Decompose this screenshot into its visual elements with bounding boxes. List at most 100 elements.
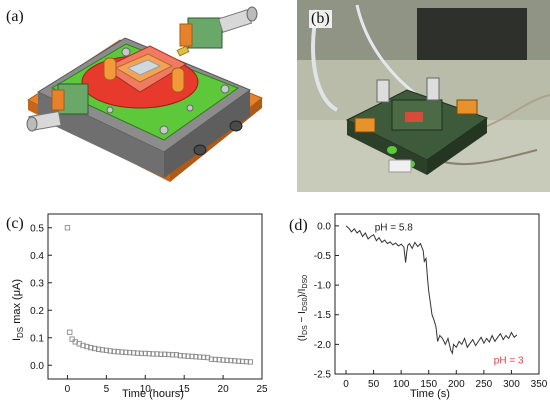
data-point <box>69 336 75 342</box>
data-point <box>95 346 102 352</box>
data-point <box>138 350 145 357</box>
x-tick-label: 20 <box>218 384 230 395</box>
x-tick-label: 350 <box>531 379 548 390</box>
data-point <box>88 344 94 351</box>
data-point <box>158 351 164 357</box>
post-right <box>171 67 185 93</box>
data-point <box>162 351 168 357</box>
data-point <box>142 350 148 357</box>
data-point <box>169 352 176 358</box>
chart-c: Time (hours) IDS max (μA) 0 5 10 15 20 25 0.0 0… <box>11 213 268 400</box>
x-tick-label: 10 <box>140 384 152 395</box>
x-tick-label: 250 <box>476 379 493 390</box>
y-tick-label: -2.0 <box>314 340 332 351</box>
x-tick-label: 5 <box>104 384 110 395</box>
data-point <box>181 353 187 359</box>
data-point <box>119 349 125 355</box>
data-point <box>220 357 226 363</box>
data-point <box>208 356 215 362</box>
data-point <box>64 225 71 231</box>
data-point <box>115 349 121 355</box>
chart-c-xlabel: Time (hours) <box>122 388 184 400</box>
panel-b-label: (b) <box>309 10 332 28</box>
data-point <box>127 349 133 356</box>
data-point <box>80 342 86 349</box>
y-tick-label: -0.5 <box>314 251 332 262</box>
data-point <box>103 347 110 354</box>
panel-a-label: (a) <box>6 8 24 25</box>
series-line <box>345 225 518 355</box>
plot-frame <box>334 213 540 375</box>
data-point <box>165 351 172 358</box>
x-tick-label: 0 <box>343 379 349 390</box>
connector-left <box>26 83 89 132</box>
chart-d-xlabel: Time (s) <box>410 388 450 400</box>
data-point <box>193 354 199 360</box>
data-point <box>200 354 207 360</box>
data-point <box>130 350 137 356</box>
chart-d: Time (s) (IDS − IDS0)/IDS0 0 50 100 150 200 2… <box>297 213 548 400</box>
data-point <box>150 351 156 357</box>
panel-c-label: (c) <box>6 215 24 232</box>
panel-a: (a) <box>0 0 280 195</box>
x-tick-label: 150 <box>420 379 437 390</box>
y-tick-label: 0.1 <box>30 333 44 344</box>
background-instrument <box>417 8 527 60</box>
plot-frame <box>47 213 263 380</box>
data-point <box>107 348 113 354</box>
panel-d-label: (d) <box>289 217 308 234</box>
data-point <box>236 358 242 364</box>
data-point <box>99 347 106 353</box>
data-point <box>232 358 238 364</box>
connector-right <box>179 6 258 49</box>
chart-c-ylabel: IDS max (μA) <box>11 279 25 341</box>
panel-c: (c) Time (hours) IDS max (μA) 0 5 10 15 20 25… <box>0 200 275 402</box>
y-tick-label: -1.0 <box>314 281 332 292</box>
x-tick-label: 0 <box>65 384 71 395</box>
data-point <box>67 329 73 335</box>
data-point <box>111 348 117 355</box>
data-point <box>185 353 191 359</box>
data-point <box>177 352 183 359</box>
data-point <box>189 353 195 360</box>
data-point <box>239 358 246 365</box>
y-tick-label: -1.5 <box>314 310 332 321</box>
data-point <box>224 357 230 363</box>
data-point <box>228 357 234 364</box>
x-tick-label: 50 <box>368 379 380 390</box>
panel-d: (d) Time (s) (IDS − IDS0)/IDS0 0 50 100 150… <box>275 200 550 402</box>
data-point <box>134 350 141 356</box>
annotation-label: pH = 3 <box>494 355 524 366</box>
x-tick-label: 100 <box>393 379 410 390</box>
y-tick-label: -2.5 <box>314 370 332 381</box>
y-tick-label: 0.3 <box>30 278 44 289</box>
x-tick-label: 300 <box>503 379 520 390</box>
y-tick-label: 0.5 <box>30 223 44 234</box>
data-point <box>247 359 253 365</box>
panel-b: (b) <box>297 0 550 192</box>
y-tick-label: 0.0 <box>317 221 331 232</box>
y-tick-label: 0.4 <box>30 251 44 262</box>
data-point <box>92 345 98 352</box>
device-render <box>26 6 263 182</box>
data-point <box>146 351 152 357</box>
data-point <box>243 359 250 365</box>
data-point <box>76 341 82 347</box>
data-point <box>197 354 203 360</box>
data-point <box>84 343 90 350</box>
x-tick-label: 15 <box>179 384 191 395</box>
x-tick-label: 200 <box>448 379 465 390</box>
setup-photo <box>297 0 550 192</box>
data-point <box>154 351 160 357</box>
annotation-label: pH = 5.8 <box>375 223 414 234</box>
data-point <box>204 354 211 361</box>
chart-d-ylabel: (IDS − IDS0)/IDS0 <box>297 275 309 341</box>
x-tick-label: 25 <box>256 384 268 395</box>
y-tick-label: 0.0 <box>30 361 44 372</box>
y-tick-label: 0.2 <box>30 306 44 317</box>
data-point <box>173 352 180 358</box>
data-point <box>216 357 222 363</box>
data-point <box>212 356 218 363</box>
data-point <box>123 349 129 355</box>
post-left <box>103 57 117 81</box>
